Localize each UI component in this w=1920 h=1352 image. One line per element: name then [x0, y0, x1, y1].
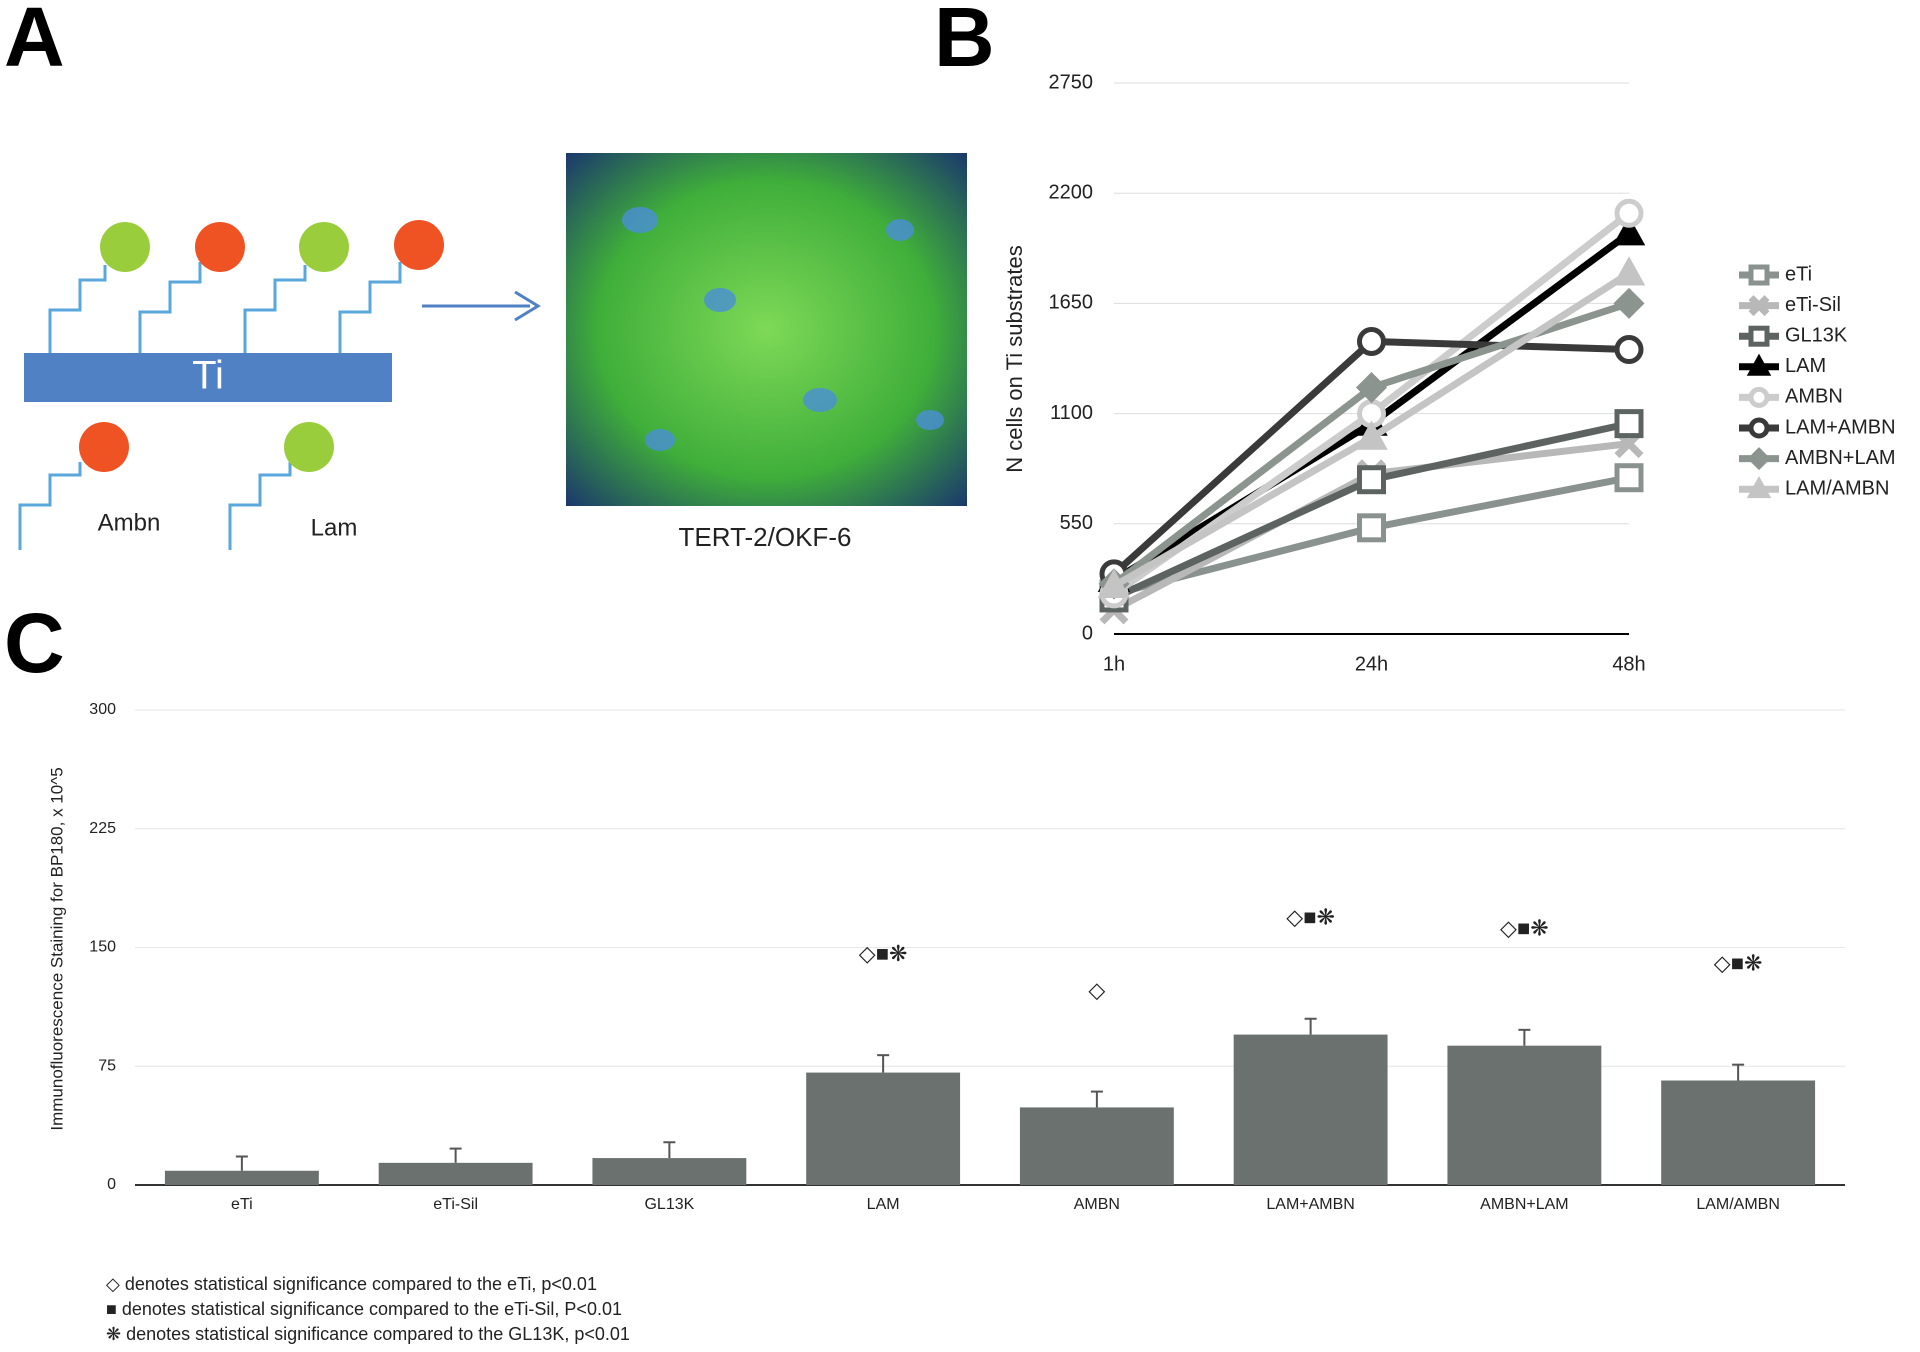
- x-tick-label: GL13K: [644, 1196, 694, 1213]
- molecule: [299, 222, 349, 272]
- x-tick-label: 1h: [1103, 653, 1125, 675]
- nuclei: [622, 207, 944, 451]
- significance-marker: ◇■❋: [1286, 905, 1335, 930]
- marker: [1748, 295, 1770, 317]
- molecule-label: Ambn: [98, 509, 161, 536]
- substrate-label: Ti: [192, 354, 224, 398]
- linker: [18, 462, 82, 550]
- marker: [1746, 353, 1772, 376]
- marker: [1747, 447, 1771, 471]
- x-tick-label: AMBN: [1074, 1196, 1120, 1213]
- linker: [228, 462, 292, 550]
- marker: [1614, 463, 1644, 493]
- linker: [338, 262, 402, 353]
- linker: [48, 265, 107, 353]
- marker: [1746, 476, 1772, 499]
- bar: [378, 1162, 533, 1185]
- significance-marker: ◇■❋: [859, 941, 908, 966]
- marker: [1097, 568, 1131, 599]
- molecule-label: Lam: [311, 514, 358, 541]
- x-tick-label: LAM: [867, 1196, 900, 1213]
- y-tick-label: 550: [1060, 512, 1093, 534]
- x-tick-label: LAM/AMBN: [1696, 1196, 1780, 1213]
- molecule: [394, 220, 444, 270]
- legend-label: LAM/AMBN: [1785, 477, 1889, 499]
- marker: [1355, 420, 1388, 450]
- bar: [1019, 1107, 1174, 1185]
- molecule: [79, 422, 129, 472]
- molecule: [195, 222, 245, 272]
- y-tick-label: 150: [89, 939, 116, 956]
- x-tick-label: AMBN+LAM: [1480, 1196, 1568, 1213]
- marker: [1748, 417, 1770, 439]
- significance-marker: ◇■❋: [1500, 916, 1549, 941]
- y-axis-title: Immunofluorescence Staining for BP180, x…: [47, 767, 66, 1130]
- legend-label: AMBN+LAM: [1785, 447, 1896, 469]
- marker: [1614, 198, 1644, 228]
- bar: [1447, 1045, 1602, 1185]
- y-tick-label: 1650: [1049, 292, 1094, 314]
- x-tick-label: 24h: [1355, 653, 1388, 675]
- marker: [1612, 256, 1646, 286]
- marker: [1614, 334, 1644, 364]
- y-tick-label: 2750: [1049, 71, 1094, 93]
- linker: [243, 265, 307, 353]
- y-axis-title: N cells on Ti substrates: [1002, 245, 1027, 472]
- y-tick-label: 2200: [1049, 181, 1094, 203]
- panel-label: C: [4, 596, 65, 690]
- marker: [1748, 386, 1770, 408]
- marker: [1357, 513, 1386, 543]
- bar: [592, 1158, 747, 1185]
- y-tick-label: 0: [1082, 622, 1093, 644]
- y-tick-label: 300: [89, 701, 116, 718]
- legend-label: GL13K: [1785, 324, 1848, 346]
- marker: [1612, 216, 1646, 246]
- panel-label: B: [934, 0, 995, 84]
- marker: [1614, 409, 1644, 439]
- bar: [806, 1072, 961, 1185]
- y-tick-label: 225: [89, 820, 116, 837]
- significance-marker: ◇: [1088, 977, 1105, 1002]
- legend-label: AMBN: [1785, 386, 1843, 408]
- x-tick-label: eTi-Sil: [433, 1196, 478, 1213]
- x-tick-label: 48h: [1612, 653, 1645, 675]
- footnote: ■ denotes statistical significance compa…: [106, 1299, 622, 1319]
- legend-label: LAM+AMBN: [1785, 416, 1896, 438]
- image-caption: TERT-2/OKF-6: [679, 522, 852, 552]
- legend-label: eTi-Sil: [1785, 294, 1841, 316]
- y-tick-label: 1100: [1050, 402, 1093, 424]
- molecule: [284, 422, 334, 472]
- marker: [1613, 287, 1645, 319]
- bar: [164, 1170, 319, 1185]
- significance-marker: ◇■❋: [1714, 950, 1763, 975]
- legend-label: LAM: [1785, 355, 1826, 377]
- marker: [1357, 465, 1386, 495]
- footnote: ◇ denotes statistical significance compa…: [106, 1274, 597, 1294]
- diagram: [18, 262, 402, 550]
- micrograph: [566, 153, 967, 506]
- panel-label: A: [4, 0, 65, 84]
- y-tick-label: 0: [107, 1176, 116, 1193]
- marker: [1748, 325, 1770, 347]
- x-tick-label: eTi: [231, 1196, 253, 1213]
- bar: [1233, 1034, 1388, 1185]
- marker: [1357, 326, 1386, 356]
- marker: [1748, 264, 1770, 286]
- marker: [1355, 372, 1388, 404]
- bar: [1661, 1080, 1816, 1185]
- footnote: ❋ denotes statistical significance compa…: [106, 1324, 630, 1344]
- legend-label: eTi: [1785, 263, 1812, 285]
- x-tick-label: LAM+AMBN: [1266, 1196, 1354, 1213]
- molecule: [100, 222, 150, 272]
- arrow-head: [514, 290, 541, 322]
- y-tick-label: 75: [98, 1057, 116, 1074]
- substrate: [24, 353, 392, 402]
- linker: [138, 262, 202, 353]
